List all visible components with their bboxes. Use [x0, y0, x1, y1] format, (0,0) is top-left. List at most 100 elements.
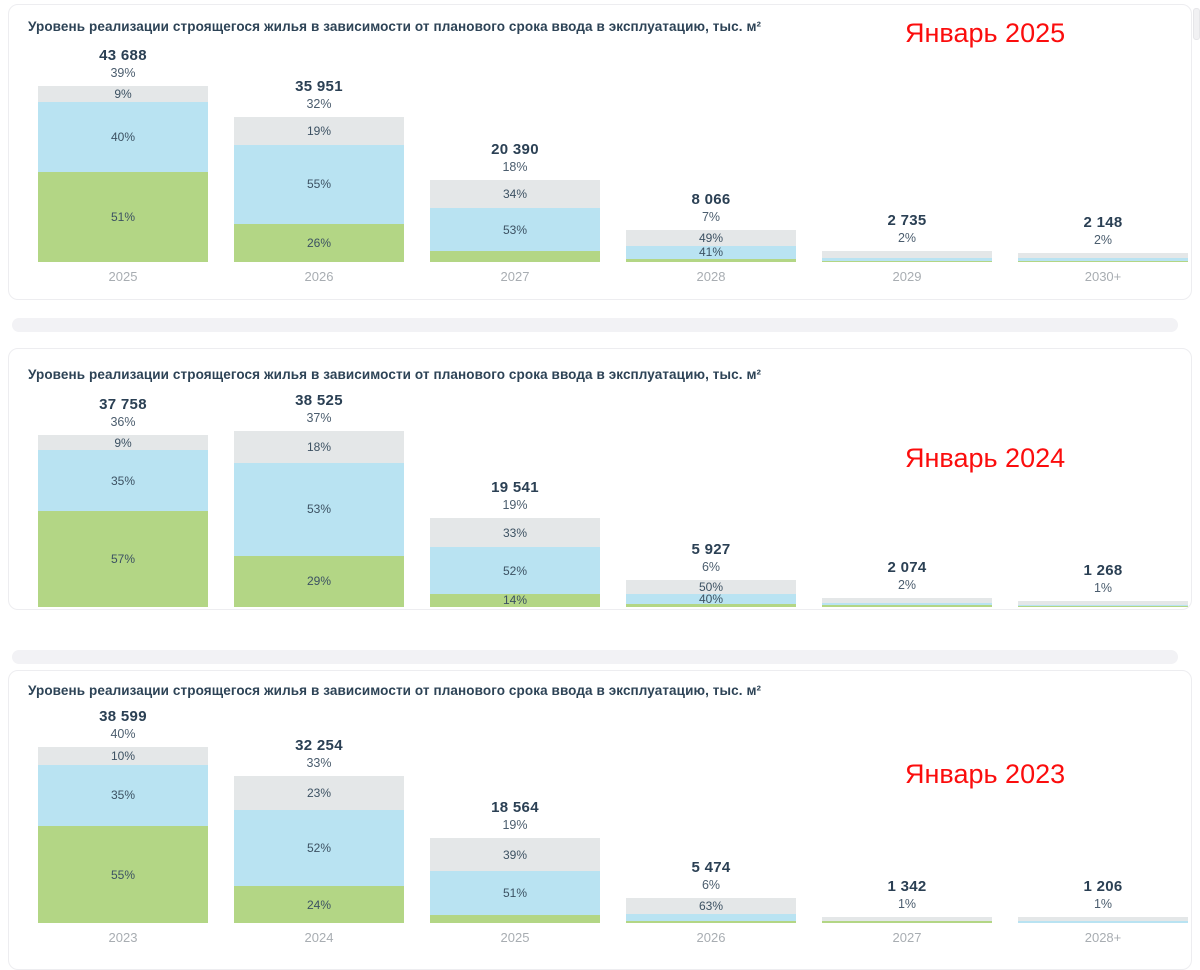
- bar-total-percent: 39%: [110, 66, 136, 80]
- gray-top-segment: 9%: [38, 86, 208, 102]
- stacked-bar: 23% 52% 24%: [234, 776, 404, 923]
- axis-category-label: 2026: [696, 930, 726, 945]
- bar-total-value: 1 342: [887, 878, 927, 895]
- gray-top-segment: [1018, 917, 1188, 922]
- green-bottom-segment: 51%: [38, 172, 208, 263]
- bar-total-percent: 40%: [110, 727, 136, 741]
- axis-category-label: 2027: [892, 930, 922, 945]
- green-bottom-segment: [430, 914, 600, 923]
- stacked-bar: 18% 53% 29%: [234, 431, 404, 608]
- bar-total-value: 1 206: [1083, 878, 1123, 895]
- blue-middle-segment: 40%: [38, 101, 208, 173]
- gray-top-segment: 9%: [38, 435, 208, 451]
- stacked-bar: [1018, 253, 1188, 262]
- blue-middle-segment: 35%: [38, 450, 208, 511]
- chart-card-jan-2025: Уровень реализации строящегося жилья в з…: [8, 4, 1192, 300]
- bar-total-percent: 37%: [306, 411, 332, 425]
- bar-total-percent: 33%: [306, 756, 332, 770]
- bar-total-percent: 18%: [502, 160, 528, 174]
- green-bottom-segment: [626, 921, 796, 923]
- stacked-bar: 9% 40% 51%: [38, 86, 208, 263]
- green-bottom-segment: [626, 604, 796, 607]
- green-bottom-segment: 26%: [234, 224, 404, 262]
- bar-total-percent: 36%: [110, 415, 136, 429]
- stacked-bar: 34% 53%: [430, 180, 600, 262]
- blue-middle-segment: 51%: [430, 871, 600, 915]
- bar-column: 2 148 2%: [1005, 214, 1200, 262]
- blue-middle-segment: 53%: [430, 207, 600, 252]
- gray-top-segment: 39%: [430, 838, 600, 872]
- axis-category-label: 2025: [108, 269, 138, 284]
- divider-band: [12, 318, 1178, 332]
- bars-area: 38 599 40% 10% 35% 55% 32 254 33% 23% 52% 24% 18 5…: [25, 708, 1200, 923]
- bar-total-value: 20 390: [491, 141, 539, 158]
- bar-total-value: 1 268: [1083, 562, 1123, 579]
- green-bottom-segment: [430, 251, 600, 262]
- axis-category-label: 2030+: [1084, 269, 1122, 284]
- bars-area: 43 688 39% 9% 40% 51% 35 951 32% 19% 55% 26% 20 39…: [25, 47, 1200, 263]
- stacked-bar: [1018, 601, 1188, 607]
- bar-total-percent: 19%: [502, 498, 528, 512]
- stacked-bar: 63%: [626, 898, 796, 923]
- chart-title: Уровень реализации строящегося жилья в з…: [28, 683, 762, 698]
- axis-category-label: 2028: [696, 269, 726, 284]
- stacked-bar: 50% 40%: [626, 580, 796, 607]
- gray-top-segment: [822, 598, 992, 603]
- gray-top-segment: 33%: [430, 518, 600, 548]
- bar-column: 5 474 6% 63%: [613, 859, 809, 923]
- blue-middle-segment: [822, 602, 992, 606]
- axis-category-label: 2025: [500, 930, 530, 945]
- gray-top-segment: [822, 917, 992, 922]
- period-label: Январь 2023: [905, 759, 1066, 789]
- bar-total-value: 43 688: [99, 47, 147, 64]
- green-bottom-segment: 55%: [38, 826, 208, 923]
- stacked-bar: 39% 51%: [430, 838, 600, 923]
- chart-title: Уровень реализации строящегося жилья в з…: [28, 19, 762, 34]
- axis-category-label: 2026: [304, 269, 334, 284]
- blue-middle-segment: 41%: [626, 245, 796, 259]
- blue-middle-segment: 52%: [430, 547, 600, 594]
- bar-column: 37 758 36% 9% 35% 57%: [25, 396, 221, 607]
- bar-total-percent: 7%: [701, 210, 721, 224]
- blue-middle-segment: 40%: [626, 593, 796, 605]
- axis-row: 2023 2024 2025 2026 2027 2028+: [25, 930, 1200, 946]
- bar-total-percent: 6%: [701, 560, 721, 574]
- green-bottom-segment: [822, 260, 992, 262]
- bar-total-value: 8 066: [691, 191, 731, 208]
- period-label: Январь 2025: [905, 18, 1066, 48]
- bar-total-value: 32 254: [295, 737, 343, 754]
- stacked-bar: 49% 41%: [626, 230, 796, 263]
- vertical-scrollbar-thumb[interactable]: [1193, 8, 1200, 40]
- bar-total-value: 5 927: [691, 541, 731, 558]
- stacked-bar: [822, 917, 992, 923]
- bar-column: 8 066 7% 49% 41%: [613, 191, 809, 263]
- bar-total-value: 18 564: [491, 799, 539, 816]
- gray-top-segment: 19%: [234, 117, 404, 145]
- stacked-bar: [1018, 917, 1188, 923]
- gray-top-segment: [822, 251, 992, 258]
- blue-middle-segment: [822, 257, 992, 261]
- green-bottom-segment: 14%: [430, 593, 600, 607]
- bar-column: 20 390 18% 34% 53%: [417, 141, 613, 262]
- stacked-bar: 33% 52% 14%: [430, 518, 600, 607]
- bar-total-percent: 2%: [897, 231, 917, 245]
- axis-row: 2025 2026 2027 2028 2029 2030+: [25, 269, 1200, 285]
- gray-top-segment: 18%: [234, 431, 404, 463]
- green-bottom-segment: [626, 258, 796, 263]
- blue-middle-segment: [626, 913, 796, 922]
- gray-top-segment: 63%: [626, 898, 796, 914]
- gray-top-segment: [1018, 601, 1188, 605]
- green-bottom-segment: [822, 605, 992, 607]
- stacked-bar: 9% 35% 57%: [38, 435, 208, 607]
- bar-total-value: 5 474: [691, 859, 731, 876]
- gray-top-segment: 49%: [626, 230, 796, 246]
- bar-column: 35 951 32% 19% 55% 26%: [221, 78, 417, 262]
- green-bottom-segment: 29%: [234, 555, 404, 608]
- stacked-bar: 10% 35% 55%: [38, 747, 208, 923]
- green-bottom-segment: [822, 921, 992, 923]
- chart-card-jan-2023: Уровень реализации строящегося жилья в з…: [8, 670, 1192, 970]
- bar-column: 19 541 19% 33% 52% 14%: [417, 479, 613, 607]
- gray-top-segment: [1018, 253, 1188, 259]
- axis-category-label: 2028+: [1084, 930, 1122, 945]
- chart-title: Уровень реализации строящегося жилья в з…: [28, 367, 762, 382]
